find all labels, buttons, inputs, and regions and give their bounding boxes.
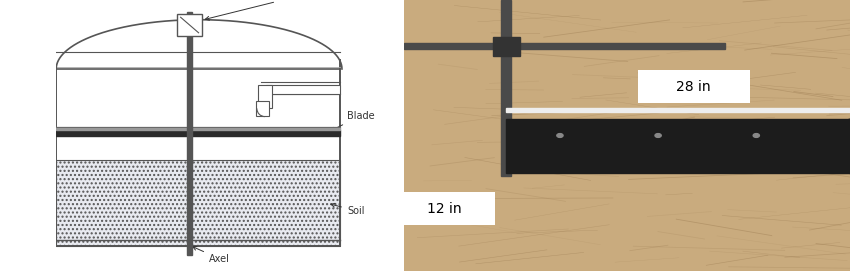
Bar — [177, 14, 201, 36]
Bar — [56, 130, 339, 136]
Bar — [507, 119, 850, 173]
Text: 12 in: 12 in — [427, 202, 462, 216]
Text: Wind turbine/some other crank device: Wind turbine/some other crank device — [206, 0, 401, 20]
Bar — [502, 0, 512, 176]
Circle shape — [557, 134, 563, 137]
Ellipse shape — [841, 119, 850, 173]
Text: Soil: Soil — [331, 203, 365, 216]
Bar — [507, 108, 850, 112]
Bar — [404, 43, 725, 49]
Text: Blade: Blade — [331, 111, 375, 131]
Bar — [186, 12, 192, 255]
Bar — [256, 101, 269, 116]
Bar — [56, 160, 339, 246]
Text: Axel: Axel — [193, 247, 230, 264]
Circle shape — [753, 134, 759, 137]
FancyBboxPatch shape — [638, 70, 750, 103]
Bar — [493, 37, 519, 56]
Bar — [258, 85, 272, 108]
Text: 28 in: 28 in — [677, 80, 711, 94]
Bar — [265, 85, 339, 93]
FancyBboxPatch shape — [393, 192, 496, 225]
Bar — [56, 127, 339, 130]
Circle shape — [655, 134, 661, 137]
